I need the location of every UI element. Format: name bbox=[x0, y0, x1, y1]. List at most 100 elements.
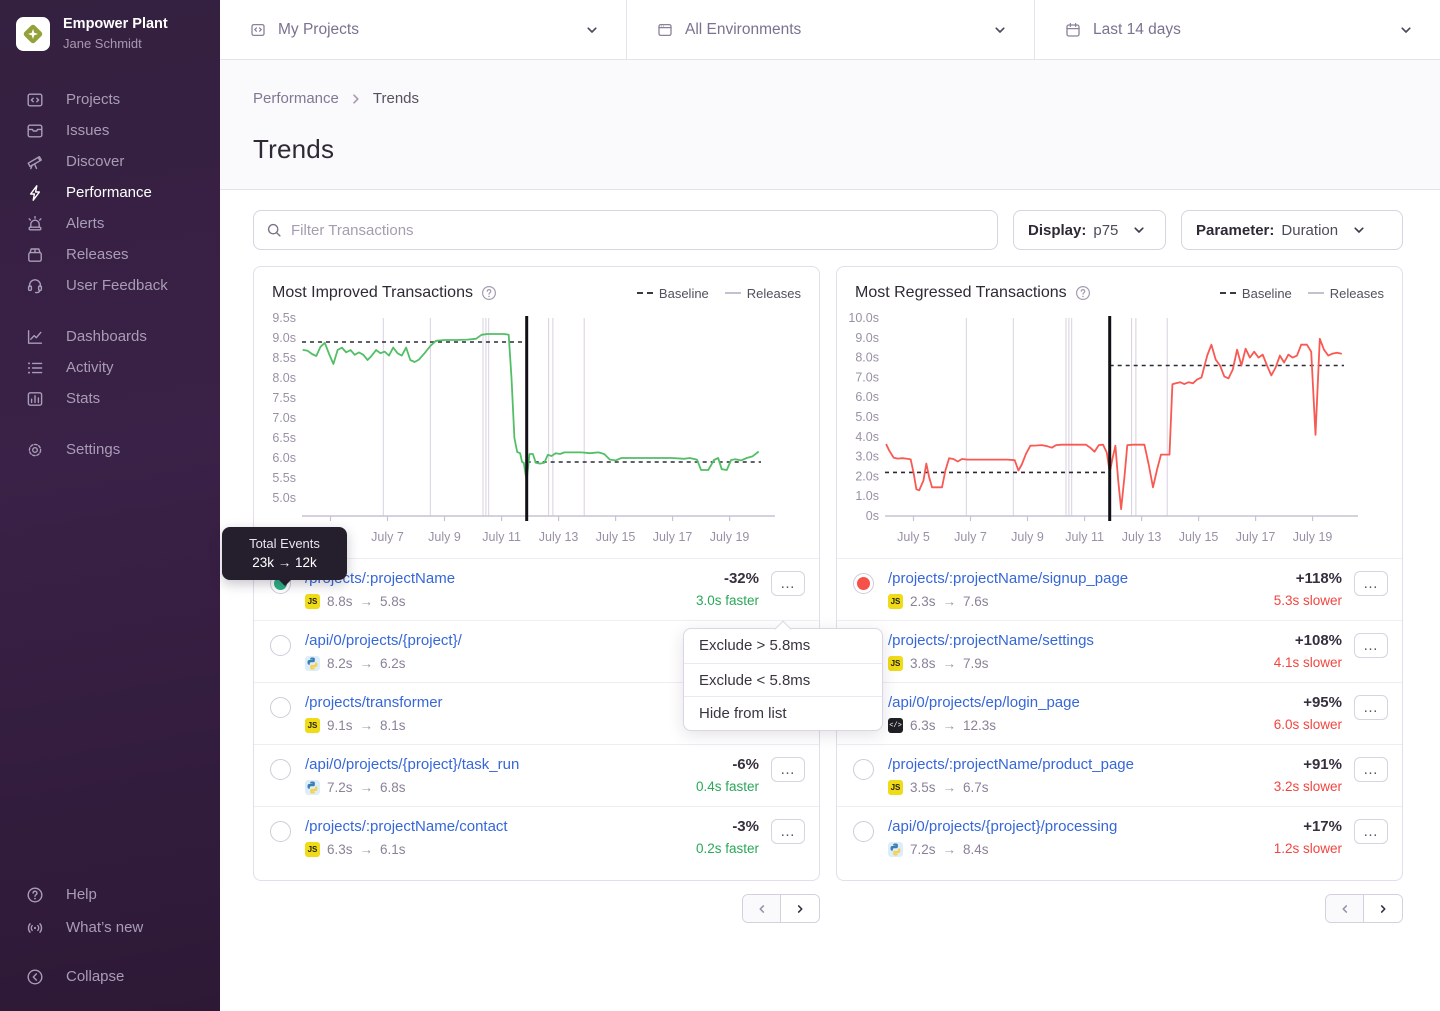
legend-releases-label: Releases bbox=[1329, 285, 1384, 301]
performance-icon bbox=[26, 184, 44, 202]
more-options-button[interactable]: … bbox=[1354, 757, 1388, 782]
duration-before: 9.1s bbox=[327, 718, 353, 733]
sidebar-item-what-s-new[interactable]: What’s new bbox=[0, 911, 220, 944]
arrow-right-icon: → bbox=[942, 780, 957, 795]
transaction-link[interactable]: /api/0/projects/{project}/ bbox=[305, 632, 462, 649]
improved-pagination bbox=[253, 894, 820, 923]
next-page-button[interactable] bbox=[781, 895, 819, 922]
sidebar-item-issues[interactable]: Issues bbox=[0, 115, 220, 146]
chevron-down-icon bbox=[1131, 222, 1147, 238]
transaction-radio[interactable] bbox=[853, 759, 874, 780]
display-dropdown[interactable]: Display: p75 bbox=[1013, 210, 1166, 250]
settings-icon bbox=[26, 441, 44, 459]
issues-icon bbox=[26, 122, 44, 140]
sidebar-item-help[interactable]: Help bbox=[0, 878, 220, 911]
more-options-button[interactable]: … bbox=[1354, 695, 1388, 720]
previous-page-button[interactable] bbox=[1326, 895, 1364, 922]
more-options-button[interactable]: … bbox=[771, 757, 805, 782]
sidebar-item-settings[interactable]: Settings bbox=[0, 434, 220, 465]
transaction-radio[interactable] bbox=[270, 821, 291, 842]
sidebar-item-dashboards[interactable]: Dashboards bbox=[0, 321, 220, 352]
transaction-radio[interactable] bbox=[270, 759, 291, 780]
total-events-tooltip: Total Events 23k → 12k bbox=[222, 527, 347, 586]
transaction-link[interactable]: /projects/:projectName/product_page bbox=[888, 756, 1134, 773]
sidebar-item-label: Collapse bbox=[66, 968, 125, 985]
transaction-radio[interactable] bbox=[270, 635, 291, 656]
svg-text:6.5s: 6.5s bbox=[272, 431, 296, 445]
project-selector-label: My Projects bbox=[278, 20, 359, 38]
more-options-button[interactable]: … bbox=[1354, 819, 1388, 844]
regressed-pagination bbox=[836, 894, 1403, 923]
date-range-selector[interactable]: Last 14 days bbox=[1035, 0, 1440, 59]
svg-text:7.0s: 7.0s bbox=[855, 370, 879, 384]
menu-item-exclude-5-8ms[interactable]: Exclude > 5.8ms bbox=[699, 637, 811, 654]
sidebar-item-user-feedback[interactable]: User Feedback bbox=[0, 270, 220, 301]
next-page-button[interactable] bbox=[1364, 895, 1402, 922]
sidebar-item-projects[interactable]: Projects bbox=[0, 84, 220, 115]
svg-text:8.0s: 8.0s bbox=[272, 371, 296, 385]
previous-page-button[interactable] bbox=[743, 895, 781, 922]
transaction-row: /projects/:projectName/product_page JS 3.5… bbox=[837, 744, 1402, 806]
dashboards-icon bbox=[26, 328, 44, 346]
transaction-radio[interactable] bbox=[270, 697, 291, 718]
javascript-platform-icon: JS bbox=[888, 780, 903, 795]
environment-selector[interactable]: All Environments bbox=[627, 0, 1035, 59]
delta-label: 5.3s slower bbox=[1273, 593, 1342, 608]
arrow-right-icon: → bbox=[942, 718, 957, 733]
duration-after: 8.1s bbox=[380, 718, 406, 733]
transaction-link[interactable]: /projects/transformer bbox=[305, 694, 443, 711]
sidebar-item-collapse[interactable]: Collapse bbox=[0, 960, 220, 993]
empower-plant-logo bbox=[16, 16, 50, 51]
help-icon[interactable] bbox=[481, 285, 497, 301]
more-options-button[interactable]: … bbox=[1354, 571, 1388, 596]
window-icon bbox=[657, 22, 673, 38]
javascript-platform-icon: JS bbox=[305, 594, 320, 609]
svg-text:July 17: July 17 bbox=[1236, 530, 1276, 544]
transaction-link[interactable]: /api/0/projects/ep/login_page bbox=[888, 694, 1080, 711]
filter-transactions-input[interactable] bbox=[291, 221, 985, 239]
sidebar-item-releases[interactable]: Releases bbox=[0, 239, 220, 270]
more-options-button[interactable]: … bbox=[1354, 633, 1388, 658]
delta-label: 3.0s faster bbox=[695, 593, 759, 608]
sidebar-item-performance[interactable]: Performance bbox=[0, 177, 220, 208]
menu-item-exclude-5-8ms[interactable]: Exclude < 5.8ms bbox=[684, 662, 882, 697]
page-title: Trends bbox=[253, 134, 335, 164]
more-options-button[interactable]: … bbox=[771, 819, 805, 844]
regressed-trend-chart[interactable]: July 5 July 7 July 9 July 11 July 13 July 15 J… bbox=[847, 310, 1384, 548]
svg-text:July 7: July 7 bbox=[954, 530, 987, 544]
sidebar-item-stats[interactable]: Stats bbox=[0, 383, 220, 414]
arrow-right-icon: → bbox=[942, 594, 957, 609]
org-switcher[interactable]: Empower Plant Jane Schmidt bbox=[0, 0, 220, 64]
transaction-link[interactable]: /projects/:projectName/signup_page bbox=[888, 570, 1129, 587]
svg-text:5.0s: 5.0s bbox=[272, 491, 296, 505]
project-selector[interactable]: My Projects bbox=[220, 0, 627, 59]
help-icon[interactable] bbox=[1075, 285, 1091, 301]
menu-item-hide-from-list[interactable]: Hide from list bbox=[684, 696, 882, 730]
transaction-link[interactable]: /projects/:projectName/contact bbox=[305, 818, 508, 835]
percent-change: -32% bbox=[723, 570, 759, 587]
transaction-row: /projects/:projectName/contact JS 6.3s → 6.1… bbox=[254, 806, 819, 868]
sidebar-item-activity[interactable]: Activity bbox=[0, 352, 220, 383]
transaction-link[interactable]: /projects/:projectName/settings bbox=[888, 632, 1094, 649]
percent-change: +108% bbox=[1294, 632, 1342, 649]
transaction-link[interactable]: /api/0/projects/{project}/processing bbox=[888, 818, 1118, 835]
transaction-radio[interactable] bbox=[853, 573, 874, 594]
parameter-dropdown[interactable]: Parameter: Duration bbox=[1181, 210, 1403, 250]
breadcrumb-trends: Trends bbox=[372, 90, 420, 107]
sidebar-item-alerts[interactable]: Alerts bbox=[0, 208, 220, 239]
transaction-radio[interactable] bbox=[853, 821, 874, 842]
svg-text:July 9: July 9 bbox=[428, 530, 461, 544]
sidebar-item-discover[interactable]: Discover bbox=[0, 146, 220, 177]
more-options-button[interactable]: … bbox=[771, 571, 805, 596]
breadcrumb-performance[interactable]: Performance bbox=[253, 90, 339, 107]
svg-text:9.0s: 9.0s bbox=[855, 331, 879, 345]
duration-before: 7.2s bbox=[327, 780, 353, 795]
svg-text:July 15: July 15 bbox=[1179, 530, 1219, 544]
releases-icon bbox=[26, 246, 44, 264]
transaction-link[interactable]: /api/0/projects/{project}/task_run bbox=[305, 756, 520, 773]
display-value: p75 bbox=[1093, 221, 1119, 239]
releases-line-icon bbox=[724, 292, 741, 294]
svg-text:July 19: July 19 bbox=[710, 530, 750, 544]
sidebar-item-label: Settings bbox=[66, 441, 121, 459]
